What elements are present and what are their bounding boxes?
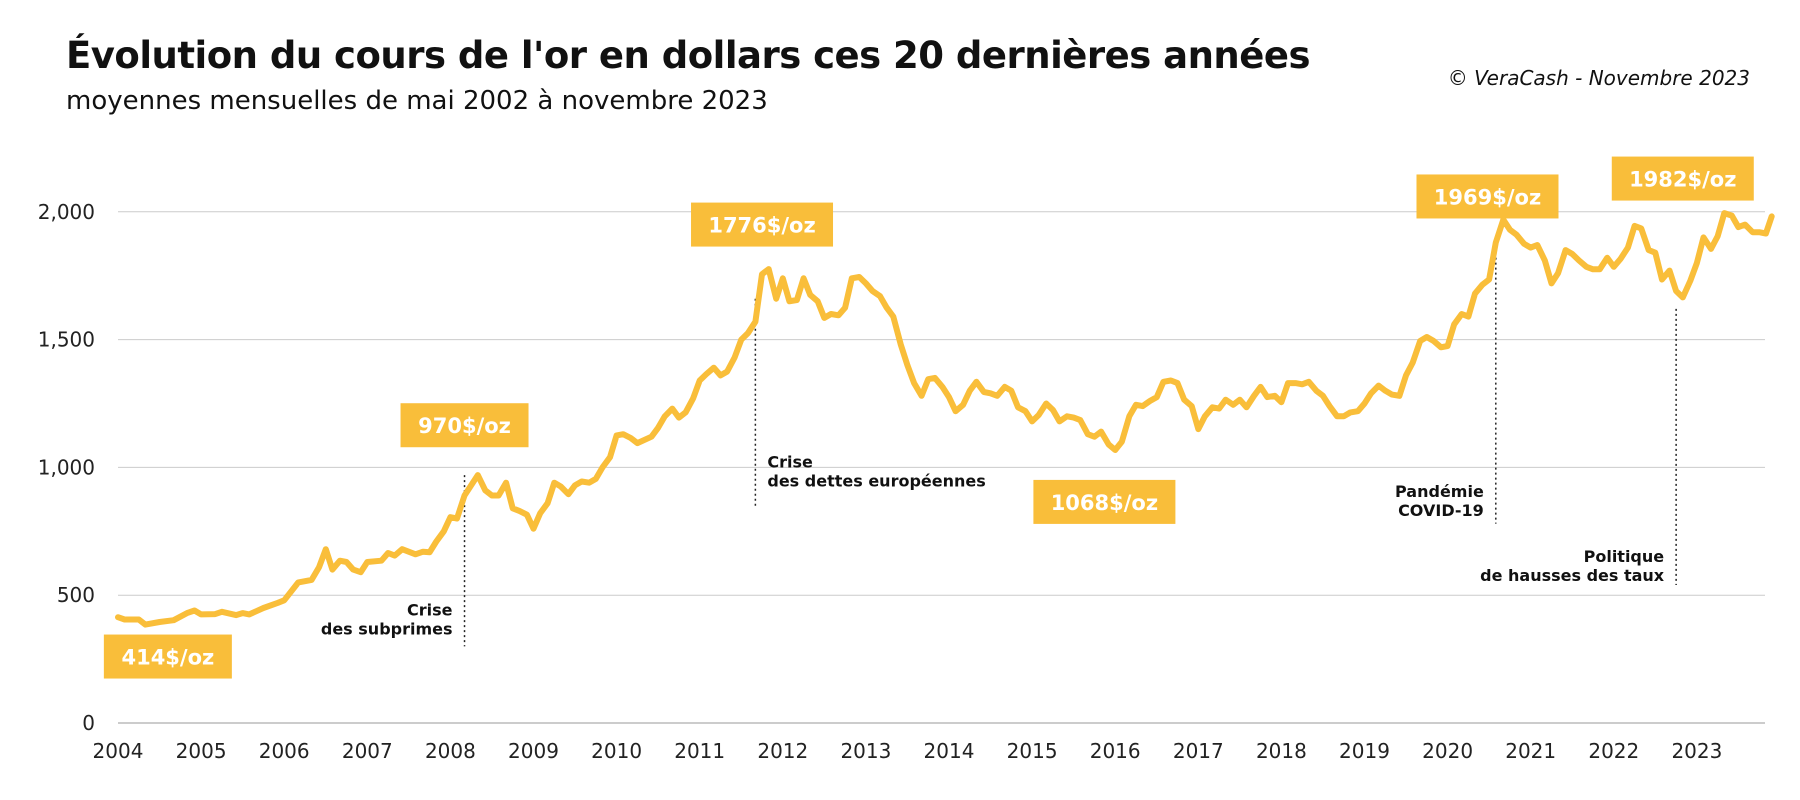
annotation-text: COVID-19	[1398, 501, 1484, 520]
price-label: 1776$/oz	[708, 214, 815, 238]
price-label-box	[691, 202, 834, 247]
annotation-text: Crise	[407, 601, 453, 620]
x-tick-label: 2015	[1007, 739, 1058, 763]
x-tick-label: 2004	[93, 739, 144, 763]
y-tick-label: 1,000	[38, 455, 95, 479]
x-tick-label: 2020	[1422, 739, 1473, 763]
x-tick-label: 2010	[591, 739, 642, 763]
annotation-text: de hausses des taux	[1480, 566, 1665, 585]
x-tick-label: 2008	[425, 739, 476, 763]
x-tick-label: 2012	[757, 739, 808, 763]
gold-price-line	[115, 210, 1775, 628]
annotation-text: Pandémie	[1395, 482, 1484, 501]
price-label: 1982$/oz	[1629, 168, 1736, 192]
y-tick-label: 500	[57, 583, 95, 607]
x-tick-label: 2009	[508, 739, 559, 763]
price-label: 414$/oz	[121, 646, 214, 670]
chart-subtitle: moyennes mensuelles de mai 2002 à novemb…	[66, 86, 768, 116]
y-tick-label: 0	[82, 711, 95, 735]
x-tick-label: 2007	[342, 739, 393, 763]
x-tick-label: 2018	[1256, 739, 1307, 763]
annotation-text: des subprimes	[321, 620, 453, 639]
x-tick-label: 2017	[1173, 739, 1224, 763]
annotation-text: des dettes européennes	[767, 471, 985, 490]
annotation-text: Politique	[1584, 547, 1665, 566]
annotation-text: Crise	[767, 452, 813, 471]
x-tick-label: 2016	[1090, 739, 1141, 763]
price-label-box	[1033, 479, 1176, 524]
price-label-box	[1611, 156, 1754, 201]
price-label-box	[400, 403, 529, 448]
y-tick-label: 2,000	[38, 200, 95, 224]
y-tick-label: 1,500	[38, 328, 95, 352]
x-tick-label: 2006	[259, 739, 310, 763]
price-label: 1068$/oz	[1051, 491, 1158, 515]
x-tick-label: 2013	[840, 739, 891, 763]
copyright-credit: © VeraCash - Novembre 2023	[1447, 66, 1750, 90]
price-label: 1969$/oz	[1434, 185, 1541, 209]
price-label-box	[103, 634, 232, 679]
x-tick-label: 2019	[1339, 739, 1390, 763]
price-label: 970$/oz	[418, 414, 511, 438]
price-label-box	[1416, 174, 1559, 219]
x-tick-label: 2011	[674, 739, 725, 763]
x-tick-label: 2021	[1505, 739, 1556, 763]
x-tick-label: 2022	[1588, 739, 1639, 763]
x-tick-label: 2023	[1671, 739, 1722, 763]
x-tick-label: 2014	[924, 739, 975, 763]
chart-title: Évolution du cours de l'or en dollars ce…	[66, 34, 1310, 77]
x-tick-label: 2005	[176, 739, 227, 763]
